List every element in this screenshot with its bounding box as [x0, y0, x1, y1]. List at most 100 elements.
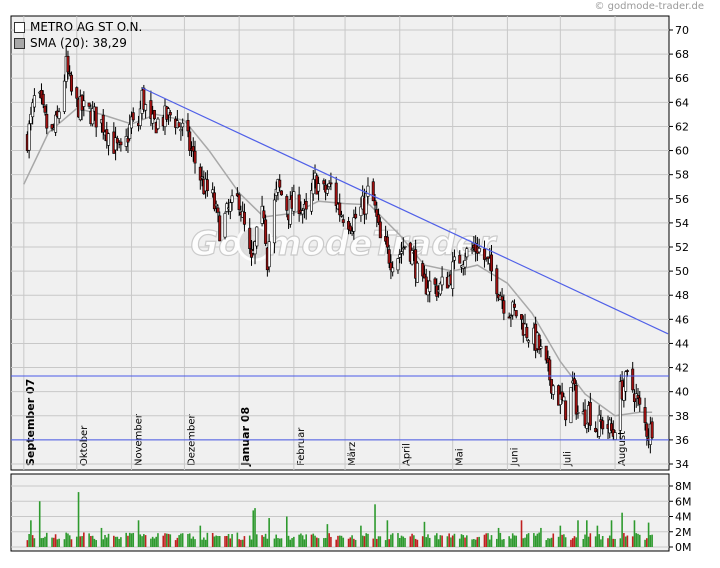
volume-y-tick-label: 0M: [675, 541, 692, 554]
volume-bar: [577, 520, 579, 547]
volume-bar: [63, 539, 66, 547]
volume-bar: [188, 533, 191, 547]
volume-bar: [589, 533, 592, 547]
volume-bars: [26, 492, 653, 547]
candle-down: [297, 194, 301, 214]
candle-up: [144, 104, 148, 111]
volume-bar: [150, 538, 152, 547]
volume-bar: [587, 536, 590, 547]
candle-up: [62, 80, 66, 112]
candle-up: [359, 206, 363, 216]
candle-down: [482, 248, 486, 260]
candle-down: [389, 262, 393, 271]
volume-bar: [400, 535, 403, 547]
volume-bar: [365, 533, 368, 547]
candle-up: [267, 241, 271, 268]
volume-bar: [165, 533, 168, 547]
candle-up: [410, 250, 414, 265]
candle-down: [69, 74, 73, 92]
candle-up: [309, 190, 313, 212]
volume-bar: [285, 516, 288, 547]
candle-up: [509, 315, 513, 317]
volume-bar: [513, 535, 516, 547]
volume-y-tick-label: 4M: [675, 511, 692, 524]
candle-down: [41, 93, 45, 105]
candle-down: [66, 55, 70, 73]
volume-bar: [367, 533, 369, 547]
candle-down: [50, 124, 54, 129]
volume-bar: [503, 539, 505, 547]
volume-bar: [93, 538, 96, 547]
volume-bar: [178, 535, 180, 547]
y-tick-label: 70: [675, 24, 689, 37]
volume-bar: [458, 538, 461, 547]
volume-bar: [464, 537, 466, 547]
volume-bar: [107, 533, 110, 547]
candle-up: [228, 202, 232, 212]
volume-bar: [561, 534, 563, 547]
candle-up: [31, 102, 35, 118]
volume-bar: [610, 520, 613, 547]
candle-down: [537, 334, 541, 351]
volume-bar: [275, 534, 277, 547]
candle-down: [191, 146, 195, 152]
volume-bar: [631, 536, 634, 547]
volume-bar: [45, 532, 48, 547]
candle-up: [200, 176, 204, 179]
volume-bar: [644, 539, 646, 547]
volume-bar: [404, 537, 406, 547]
y-tick-label: 46: [675, 313, 689, 326]
candle-up: [292, 191, 296, 212]
volume-bar: [139, 534, 142, 547]
volume-bar: [391, 533, 394, 547]
volume-bar: [552, 533, 555, 547]
candle-down: [87, 102, 91, 107]
volume-bar: [586, 520, 588, 547]
candle-up: [29, 113, 33, 124]
candle-up: [440, 276, 444, 286]
volume-bar: [550, 537, 553, 547]
volume-bar: [240, 539, 242, 547]
candle-up: [477, 248, 481, 253]
candle-down: [377, 214, 381, 223]
candle-up: [214, 203, 218, 207]
volume-bar: [485, 533, 488, 547]
volume-bar: [323, 538, 325, 547]
volume-bar: [264, 533, 267, 547]
volume-bar: [298, 534, 300, 547]
volume-bar: [26, 540, 29, 547]
volume-bar: [545, 540, 548, 547]
candle-up: [585, 423, 589, 429]
candle-up: [129, 116, 133, 129]
volume-bar: [227, 533, 230, 547]
candle-up: [597, 414, 601, 437]
volume-bar: [573, 536, 576, 547]
volume-bar: [425, 537, 428, 547]
volume-bar: [104, 534, 106, 547]
candle-up: [211, 189, 215, 194]
volume-bar: [522, 538, 525, 547]
volume-bar: [277, 538, 279, 547]
volume-bar: [584, 534, 586, 547]
legend-sma-label: SMA (20): 38,29: [30, 36, 127, 50]
volume-bar: [439, 535, 442, 547]
volume-bar: [488, 539, 491, 547]
candle-down: [421, 263, 425, 277]
volume-bar: [441, 535, 443, 547]
candle-down: [583, 409, 587, 426]
candle-down: [264, 219, 268, 244]
volume-bar: [409, 536, 412, 547]
candle-down: [334, 182, 338, 206]
volume-bar: [490, 535, 493, 547]
volume-bar: [473, 539, 475, 547]
month-label: Mai: [455, 448, 466, 466]
y-tick-label: 64: [675, 96, 689, 109]
candle-down: [242, 211, 246, 225]
volume-bar: [638, 534, 641, 547]
candle-down: [387, 249, 391, 264]
volume-bar: [199, 525, 202, 547]
candle-up: [325, 189, 329, 194]
volume-bar: [42, 537, 45, 547]
volume-bar: [548, 538, 551, 547]
